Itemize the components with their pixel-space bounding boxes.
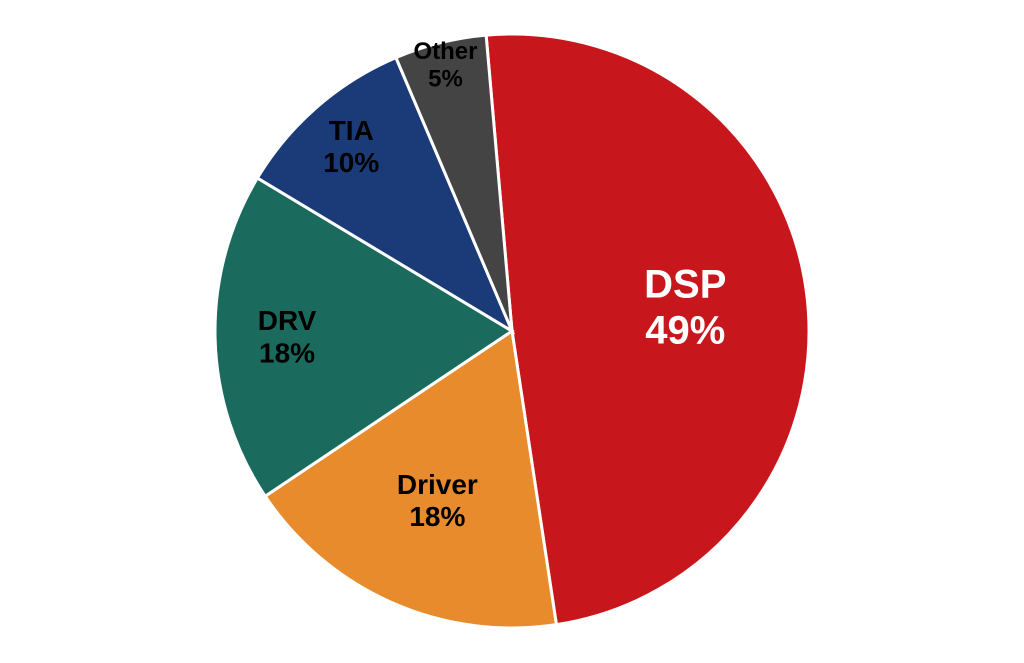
slice-label-name: Other [413, 38, 477, 65]
slice-label-pct: 10% [323, 147, 379, 178]
slice-label-pct: 18% [409, 501, 465, 532]
slice-label-name: TIA [329, 115, 374, 146]
slice-label-pct: 18% [259, 337, 315, 368]
slice-label-pct: 5% [428, 65, 463, 92]
pie-label-tia: TIA10% [323, 115, 379, 178]
pie-chart-svg: DSP49%Driver18%DRV18%TIA10%Other5% [0, 0, 1024, 663]
pie-chart: DSP49%Driver18%DRV18%TIA10%Other5% [0, 0, 1024, 663]
slice-label-name: DSP [644, 263, 726, 307]
slice-label-name: DRV [258, 305, 317, 336]
slice-label-pct: 49% [645, 309, 725, 353]
slice-label-name: Driver [397, 469, 478, 500]
pie-label-drv: DRV18% [258, 305, 317, 368]
